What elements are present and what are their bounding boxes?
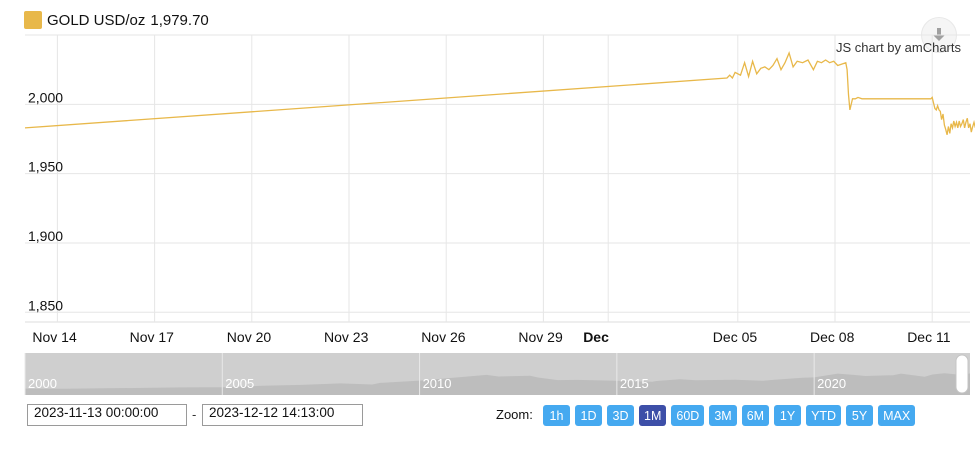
scrollbar[interactable]: 2000 2005 2010 2015 2020 <box>24 353 970 395</box>
scrollbar-year-label: 2010 <box>423 376 452 391</box>
zoom-6m-button[interactable]: 6M <box>741 405 770 426</box>
scrollbar-year-label: 2020 <box>817 376 846 391</box>
zoom-60d-button[interactable]: 60D <box>671 405 705 426</box>
zoom-buttons: 1h 1D 3D 1M 60D 3M 6M 1Y YTD 5Y MAX <box>543 405 916 426</box>
x-tick-label: Nov 14 <box>32 329 77 345</box>
zoom-ytd-button[interactable]: YTD <box>806 405 842 426</box>
y-tick-label: 1,900 <box>28 228 63 244</box>
x-tick-label: Dec 05 <box>713 329 758 345</box>
range-separator: - <box>192 407 197 422</box>
zoom-max-button[interactable]: MAX <box>878 405 916 426</box>
zoom-3d-button[interactable]: 3D <box>607 405 634 426</box>
download-arrow-icon <box>933 28 945 41</box>
scrollbar-year-label: 2000 <box>28 376 57 391</box>
legend-label: GOLD USD/oz <box>47 11 146 29</box>
x-tick-label: Nov 20 <box>227 329 272 345</box>
gold-price-line <box>24 51 975 135</box>
zoom-3m-button[interactable]: 3M <box>709 405 737 426</box>
zoom-1y-button[interactable]: 1Y <box>774 405 802 426</box>
x-tick-label: Dec 08 <box>810 329 855 345</box>
y-tick-label: 1,950 <box>28 159 63 175</box>
end-date-input[interactable]: 2023-12-12 14:13:00 <box>202 404 363 426</box>
chart-grid <box>25 34 970 323</box>
x-tick-label: Dec <box>583 329 609 345</box>
legend-swatch <box>24 11 42 29</box>
scrollbar-year-label: 2015 <box>620 376 649 391</box>
x-tick-label: Nov 23 <box>324 329 369 345</box>
y-axis: 1,850 1,900 1,950 2,000 <box>28 89 63 313</box>
x-axis: Nov 14 Nov 17 Nov 20 Nov 23 Nov 26 Nov 29 Dec D… <box>32 329 950 345</box>
zoom-1h-button[interactable]: 1h <box>543 405 570 426</box>
x-tick-label: Nov 26 <box>421 329 466 345</box>
legend-value: 1,979.70 <box>150 11 209 29</box>
scrollbar-year-label: 2005 <box>225 376 254 391</box>
amcharts-credit[interactable]: JS chart by amCharts <box>836 40 961 55</box>
zoom-1m-button[interactable]: 1M <box>639 405 667 426</box>
zoom-label: Zoom: <box>496 407 533 422</box>
x-tick-label: Nov 29 <box>518 329 563 345</box>
start-date-input[interactable]: 2023-11-13 00:00:00 <box>27 404 187 426</box>
zoom-1d-button[interactable]: 1D <box>575 405 602 426</box>
scrollbar-history-area <box>25 373 970 395</box>
zoom-5y-button[interactable]: 5Y <box>846 405 874 426</box>
y-tick-label: 1,850 <box>28 297 63 313</box>
x-tick-label: Dec 11 <box>907 329 951 345</box>
x-tick-label: Nov 17 <box>130 329 175 345</box>
legend[interactable]: GOLD USD/oz 1,979.70 <box>24 11 209 29</box>
scrollbar-grip[interactable] <box>955 354 969 394</box>
y-tick-label: 2,000 <box>28 89 63 105</box>
